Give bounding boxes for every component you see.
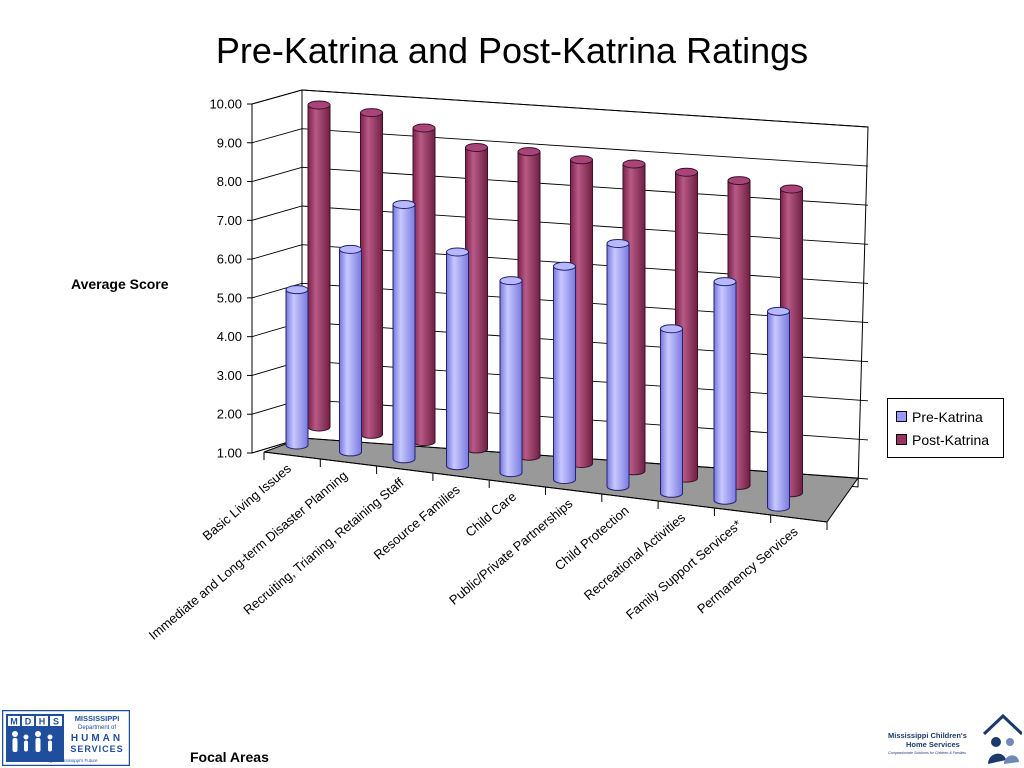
bar-pre-katrina [499, 276, 523, 478]
bar-pre-katrina [660, 324, 683, 498]
chart-legend: Pre-Katrina Post-Katrina [887, 398, 1004, 458]
mdhs-line4: SERVICES [70, 744, 123, 754]
mdhs-line2: Department of [78, 725, 116, 731]
y-tick-label: 4.00 [217, 329, 242, 344]
x-tick-label: Child Care [462, 489, 519, 540]
x-tick-label: Public/Private Partnerships [446, 495, 576, 607]
y-tick-label: 8.00 [217, 174, 242, 189]
bar-pre-katrina [285, 285, 309, 450]
bar-post-katrina [412, 123, 436, 447]
mchs-line2: Home Services [906, 740, 960, 749]
bar-post-katrina [360, 108, 383, 439]
mdhs-letter-m: M [10, 717, 18, 727]
y-tick-label: 7.00 [217, 213, 242, 228]
legend-swatch-pre-katrina [896, 411, 907, 422]
gridline [251, 89, 869, 128]
x-tick-label: Family Support Services* [623, 517, 744, 622]
legend-label-post-katrina: Post-Katrina [912, 431, 990, 448]
mdhs-logo: M D H S MISSISSIPPI Department of HUMAN … [2, 710, 130, 766]
mdhs-line3: HUMAN [71, 733, 123, 744]
bar-pre-katrina [339, 244, 362, 457]
chart-title: Pre-Katrina and Post-Katrina Ratings [215, 30, 809, 71]
bar-post-katrina [307, 100, 331, 432]
mchs-line1: Mississippi Children's [888, 731, 967, 740]
bar-pre-katrina [553, 261, 576, 484]
bar-pre-katrina [446, 247, 469, 471]
y-tick-label: 1.00 [217, 446, 242, 461]
y-axis-title: Average Score [71, 276, 169, 292]
mdhs-letter-d: D [25, 717, 32, 727]
mchs-tagline: Compassionate Solutions for Children & F… [888, 751, 966, 755]
gridline [251, 128, 869, 167]
mchs-logo: Mississippi Children's Home Services Com… [888, 713, 1022, 764]
y-tick-label: 6.00 [217, 252, 242, 267]
y-tick-label: 10.00 [209, 97, 242, 112]
mdhs-letter-s: S [53, 717, 59, 727]
y-tick-label: 2.00 [217, 407, 242, 422]
bar-pre-katrina [392, 199, 416, 464]
bar-pre-katrina [713, 277, 737, 505]
legend-item-pre-katrina: Pre-Katrina [896, 405, 1003, 428]
y-tick-label: 5.00 [217, 290, 242, 305]
legend-swatch-post-katrina [896, 434, 907, 445]
house-family-icon [982, 713, 1022, 764]
family-figures-icon [12, 731, 53, 752]
bar-pre-katrina [606, 238, 630, 491]
y-tick-label: 9.00 [217, 135, 242, 150]
mdhs-letter-h: H [39, 717, 46, 727]
x-axis-title: Focal Areas [190, 749, 269, 765]
legend-item-post-katrina: Post-Katrina [896, 428, 1003, 451]
y-tick-label: 3.00 [217, 368, 242, 383]
mdhs-tagline: Investing in Mississippi's Future [34, 758, 98, 763]
bar-pre-katrina [767, 306, 790, 512]
legend-label-pre-katrina: Pre-Katrina [912, 408, 983, 425]
mdhs-line1: MISSISSIPPI [75, 714, 120, 723]
